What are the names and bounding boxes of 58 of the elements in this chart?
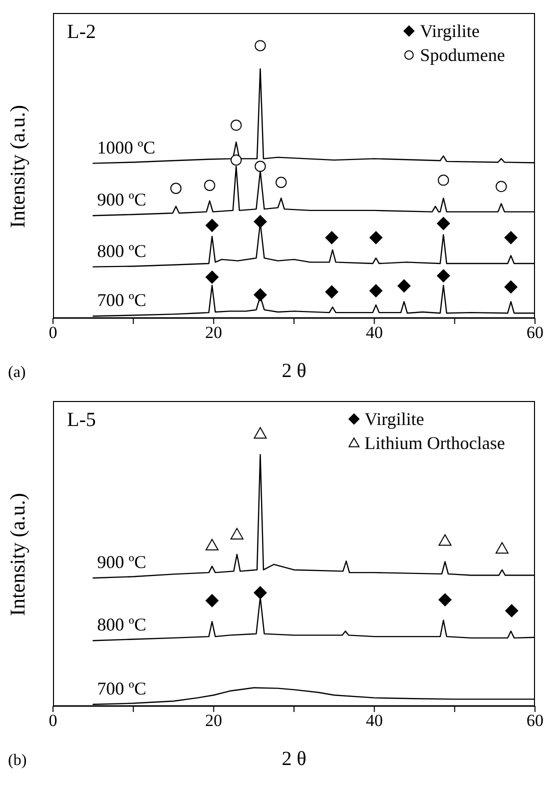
point — [369, 284, 382, 298]
text: (a) — [8, 364, 26, 382]
point — [325, 285, 338, 298]
x-tick-label: 0 — [48, 711, 58, 730]
point — [170, 182, 182, 194]
x-tick-label: 20 — [205, 711, 222, 730]
point — [206, 538, 219, 550]
point — [438, 534, 452, 546]
y-axis-title: Intensity (a.u.) — [6, 104, 30, 228]
point — [369, 231, 382, 244]
series-label: 900 ºC — [97, 190, 146, 210]
point — [398, 279, 411, 292]
point — [438, 593, 452, 606]
text: (b) — [8, 752, 27, 770]
x-axis-title: 2 θ — [280, 360, 308, 383]
series-label: 900 ºC — [97, 552, 146, 572]
x-tick-label: 40 — [366, 323, 383, 342]
x-axis-title: 2 θ — [280, 748, 308, 771]
point — [496, 180, 507, 192]
x-tick-label: 40 — [366, 711, 383, 730]
point — [254, 215, 267, 228]
point — [504, 231, 518, 244]
series-label: 800 ºC — [97, 614, 146, 635]
point — [230, 154, 242, 166]
series-label: 700 ºC — [97, 678, 146, 698]
legend-label: Lithium Orthoclase — [364, 432, 505, 455]
point — [254, 160, 266, 172]
point — [505, 604, 518, 618]
series-label: 1000 ºC — [97, 137, 156, 158]
legend-label: Virgilite — [420, 20, 480, 43]
point — [254, 586, 267, 600]
point — [206, 270, 219, 284]
point — [504, 280, 518, 294]
point — [254, 288, 267, 302]
point — [206, 594, 219, 608]
point — [206, 218, 219, 232]
point — [436, 269, 450, 282]
y-axis-title: Intensity (a.u.) — [6, 492, 30, 616]
x-tick-label: 60 — [526, 711, 544, 730]
legend-label: Spodumene — [420, 44, 505, 67]
legend-label: Virgilite — [364, 408, 424, 431]
point — [254, 40, 266, 52]
point — [438, 174, 450, 186]
series-label: 700 ºC — [97, 290, 146, 310]
x-tick-label: 0 — [48, 323, 58, 342]
text: L-2 — [67, 21, 96, 44]
point — [496, 542, 509, 554]
point — [204, 180, 216, 191]
point — [230, 528, 244, 540]
series-label: 800 ºC — [97, 240, 146, 261]
point — [230, 120, 242, 131]
text: L-5 — [67, 409, 96, 432]
x-tick-label: 20 — [205, 323, 222, 342]
x-tick-label: 60 — [526, 323, 544, 342]
point — [276, 176, 287, 188]
point — [254, 427, 267, 439]
point — [436, 217, 450, 230]
point — [325, 231, 338, 244]
